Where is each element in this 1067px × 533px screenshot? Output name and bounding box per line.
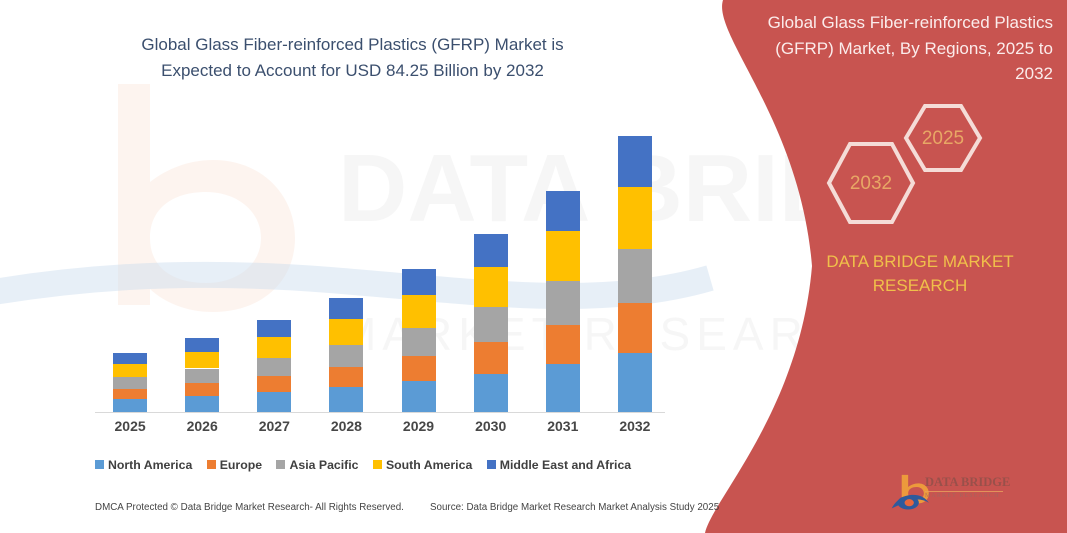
svg-text:2032: 2032 xyxy=(850,173,892,194)
svg-text:2025: 2025 xyxy=(922,128,964,149)
